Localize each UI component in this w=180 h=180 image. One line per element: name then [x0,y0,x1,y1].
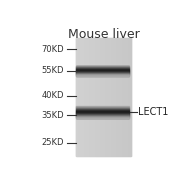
Text: Mouse liver: Mouse liver [68,28,139,40]
Text: 55KD: 55KD [42,66,64,75]
Text: 25KD: 25KD [42,138,64,147]
Text: 40KD: 40KD [42,91,64,100]
Text: LECT1: LECT1 [138,107,169,117]
Text: 70KD: 70KD [42,45,64,54]
Text: 35KD: 35KD [42,111,64,120]
